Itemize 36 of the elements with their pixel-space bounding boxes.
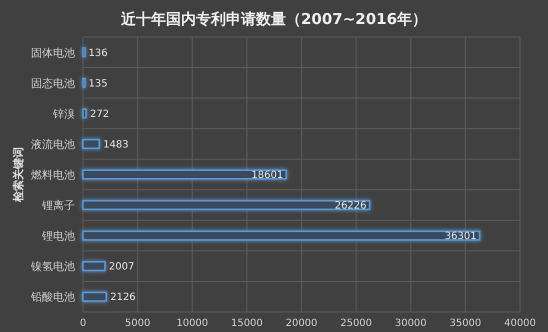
y-tick-label: 锌溴 [52,107,75,120]
y-tick-label: 固态电池 [31,76,75,90]
y-axis-title: 检索关键词 [12,147,25,203]
x-tick-label: 10000 [176,318,208,329]
x-tick-label: 30000 [394,318,427,329]
data-label: 272 [90,108,110,120]
x-tick-label: 0 [80,318,86,329]
bar [82,78,86,88]
bar [82,261,106,272]
x-tick-label: 20000 [286,318,318,329]
y-tick-label: 燃料电池 [31,168,75,182]
data-label: 36301 [444,231,477,242]
y-tick-label: 固体电池 [31,46,75,60]
bar [82,230,480,241]
y-tick-label: 镍氢电池 [30,260,75,274]
data-label: 2126 [110,292,136,304]
y-tick-label: 锂离子 [41,199,75,212]
bar [82,108,87,118]
x-tick-label: 5000 [124,318,150,329]
bar [82,292,107,302]
bar [82,200,370,210]
bar [82,138,100,149]
bar [82,169,287,180]
x-tick-label: 25000 [340,318,372,329]
data-label: 1483 [103,139,129,150]
x-tick-label: 40000 [504,318,536,329]
x-tick-label: 15000 [230,318,263,329]
y-tick-label: 锂电池 [41,230,75,243]
bar [82,47,86,58]
y-tick-label: 铅酸电池 [30,290,75,304]
data-label: 135 [88,78,108,90]
data-label: 2007 [108,262,134,273]
y-tick-label: 液流电池 [31,138,75,151]
data-label: 136 [88,48,108,59]
x-tick-label: 35000 [449,318,482,329]
chart-title: 近十年国内专利申请数量（2007~2016年） [120,10,428,28]
